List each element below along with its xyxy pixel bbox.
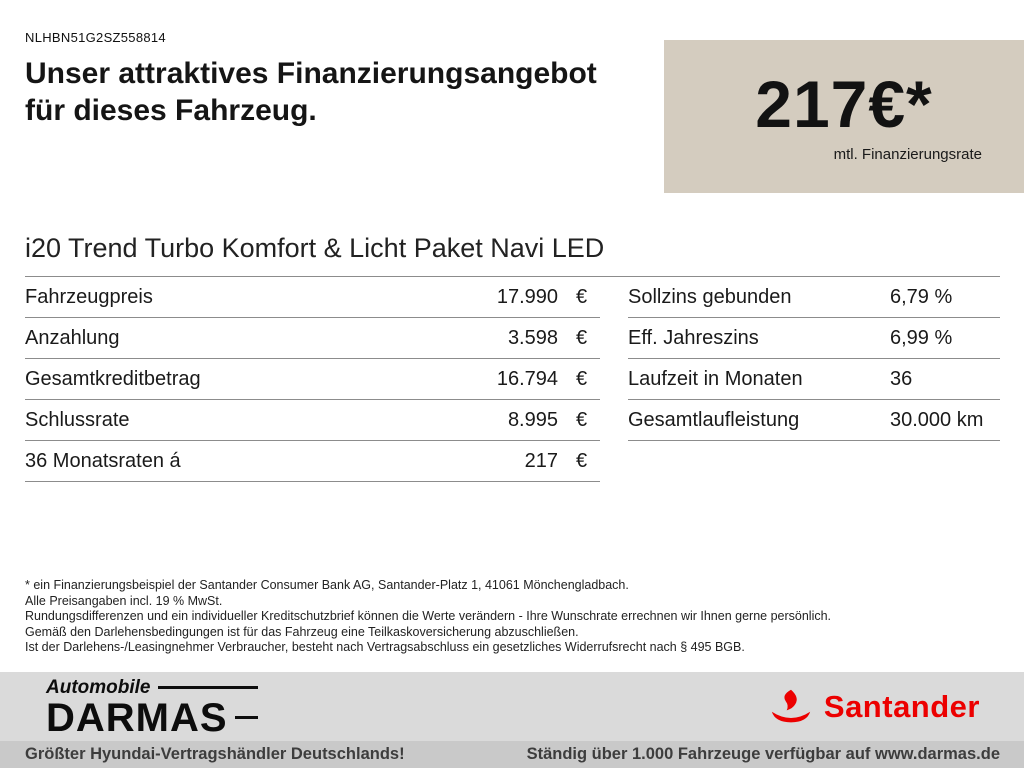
darmas-logo-line bbox=[157, 686, 258, 689]
finance-value: 6,79 % bbox=[890, 286, 953, 308]
finance-table: Fahrzeugpreis 17.990 € Anzahlung 3.598 €… bbox=[25, 277, 1000, 482]
monthly-rate-value: 217€* bbox=[755, 67, 933, 141]
disclaimer-line: Gemäß den Darlehensbedingungen ist für d… bbox=[25, 624, 579, 639]
finance-label: Eff. Jahreszins bbox=[628, 327, 759, 349]
santander-logo-text: Santander bbox=[823, 688, 980, 724]
page-title: Unser attraktives Finanzierungsangebot f… bbox=[25, 55, 645, 129]
finance-label: Gesamtlaufleistung bbox=[628, 409, 800, 431]
finance-label: Gesamtkreditbetrag bbox=[25, 368, 201, 390]
finance-value: 17.990 bbox=[496, 286, 558, 308]
finance-unit: € bbox=[576, 286, 588, 308]
monthly-rate-label: mtl. Finanzierungsrate bbox=[833, 146, 982, 163]
disclaimer-text: * ein Finanzierungsbeispiel der Santande… bbox=[25, 578, 1000, 656]
finance-value: 217 bbox=[524, 450, 558, 472]
santander-logo: Santander bbox=[768, 689, 980, 725]
finance-label: Laufzeit in Monaten bbox=[628, 368, 803, 390]
monthly-rate-box: 217€* mtl. Finanzierungsrate bbox=[664, 40, 1024, 193]
footer-right-tagline: Ständig über 1.000 Fahrzeuge verfügbar a… bbox=[526, 745, 1000, 763]
disclaimer-line: * ein Finanzierungsbeispiel der Santande… bbox=[25, 578, 629, 592]
vin-number: NLHBN51G2SZ558814 bbox=[25, 30, 166, 45]
vehicle-title: i20 Trend Turbo Komfort & Licht Paket Na… bbox=[25, 233, 1000, 277]
finance-row: Schlussrate 8.995 € bbox=[25, 400, 600, 441]
finance-label: Sollzins gebunden bbox=[628, 286, 792, 308]
footer-tagline-band: Größter Hyundai-Vertragshändler Deutschl… bbox=[0, 741, 1024, 768]
disclaimer-line: Rundungsdifferenzen und ein individuelle… bbox=[25, 609, 832, 623]
footer-logo-band: Automobile DARMAS Santander bbox=[0, 672, 1024, 741]
headline-line2: für dieses Fahrzeug. bbox=[25, 94, 317, 127]
finance-unit: € bbox=[576, 327, 588, 349]
darmas-logo: Automobile DARMAS bbox=[46, 676, 258, 740]
santander-flame-icon bbox=[771, 689, 811, 722]
finance-unit: € bbox=[576, 450, 588, 472]
finance-row: Gesamtkreditbetrag 16.794 € bbox=[25, 359, 600, 400]
disclaimer-line: Alle Preisangaben incl. 19 % MwSt. bbox=[25, 593, 223, 608]
finance-row: Sollzins gebunden 6,79 % bbox=[628, 277, 1000, 318]
finance-value: 3.598 bbox=[507, 327, 558, 349]
header: NLHBN51G2SZ558814 Unser attraktives Fina… bbox=[0, 0, 1024, 129]
disclaimer-line: Ist der Darlehens-/Leasingnehmer Verbrau… bbox=[25, 640, 745, 654]
finance-row: Gesamtlaufleistung 30.000 km bbox=[628, 400, 1000, 441]
vehicle-section: i20 Trend Turbo Komfort & Licht Paket Na… bbox=[25, 233, 1000, 277]
finance-label: Fahrzeugpreis bbox=[25, 286, 153, 308]
footer: Automobile DARMAS Santander Größter Hyun… bbox=[0, 672, 1024, 768]
headline-line1: Unser attraktives Finanzierungsangebot bbox=[25, 57, 597, 90]
finance-column-right: Sollzins gebunden 6,79 % Eff. Jahreszins… bbox=[628, 277, 1000, 482]
darmas-logo-automobile-text: Automobile bbox=[46, 676, 151, 698]
finance-value: 30.000 km bbox=[890, 409, 984, 431]
darmas-logo-darmas-text: DARMAS bbox=[46, 695, 228, 740]
finance-row: 36 Monatsraten á 217 € bbox=[25, 441, 600, 482]
finance-value: 36 bbox=[890, 368, 913, 390]
darmas-logo-line bbox=[234, 716, 258, 719]
finance-row: Laufzeit in Monaten 36 bbox=[628, 359, 1000, 400]
finance-unit: € bbox=[576, 409, 588, 431]
finance-row: Anzahlung 3.598 € bbox=[25, 318, 600, 359]
finance-row: Fahrzeugpreis 17.990 € bbox=[25, 277, 600, 318]
finance-label: 36 Monatsraten á bbox=[25, 450, 181, 472]
finance-value: 8.995 bbox=[507, 409, 558, 431]
finance-unit: € bbox=[576, 368, 588, 390]
finance-label: Schlussrate bbox=[25, 409, 130, 431]
finance-value: 6,99 % bbox=[890, 327, 953, 349]
footer-left-tagline: Größter Hyundai-Vertragshändler Deutschl… bbox=[25, 745, 405, 763]
finance-value: 16.794 bbox=[496, 368, 558, 390]
finance-label: Anzahlung bbox=[25, 327, 120, 349]
finance-column-left: Fahrzeugpreis 17.990 € Anzahlung 3.598 €… bbox=[25, 277, 600, 482]
finance-row: Eff. Jahreszins 6,99 % bbox=[628, 318, 1000, 359]
